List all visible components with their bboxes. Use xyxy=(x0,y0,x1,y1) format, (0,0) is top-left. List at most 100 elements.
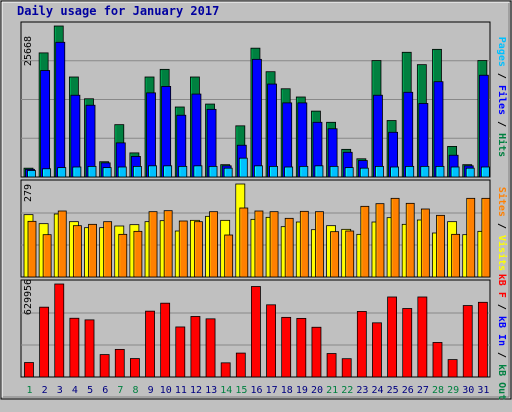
sites-bar-19 xyxy=(299,210,309,278)
kbytes-bar-27 xyxy=(417,296,428,378)
day-label-7: 7 xyxy=(117,385,123,396)
pages-bar-25 xyxy=(390,166,399,178)
kbytes-bar-28 xyxy=(432,342,443,378)
panel3-legend: kB F / kB In / kB Out xyxy=(496,273,507,401)
kbytes-bar-5 xyxy=(84,319,95,378)
panel1-ymax-label: 25668 xyxy=(23,35,34,67)
kbytes-bar-30 xyxy=(462,305,473,378)
pages-bar-20 xyxy=(314,165,324,178)
sites-bar-31 xyxy=(481,197,491,278)
pages-bar-8 xyxy=(133,166,142,178)
legend-pages: Pages xyxy=(496,36,507,67)
pages-bar-11 xyxy=(178,166,188,178)
sites-bar-3 xyxy=(57,210,67,278)
day-label-28: 28 xyxy=(432,385,444,396)
day-label-14: 14 xyxy=(220,385,232,396)
day-label-22: 22 xyxy=(341,385,353,396)
sites-bar-22 xyxy=(345,230,355,278)
page-title: Daily usage for January 2017 xyxy=(17,4,220,18)
sites-bar-17 xyxy=(269,211,279,278)
kbytes-bar-2 xyxy=(39,306,50,378)
pages-bar-9 xyxy=(148,165,157,178)
pages-bar-29 xyxy=(450,166,460,178)
chart-svg: 1 2 3 4 5 6 7 8 9 10 11 12 13 14 15 16 17 18 19 20 21 22 23 24 2… xyxy=(0,0,512,400)
pages-bar-16 xyxy=(254,165,263,178)
kbytes-bar-16 xyxy=(251,286,261,378)
legend-kbin: kB In xyxy=(496,315,507,347)
sites-bar-29 xyxy=(451,233,461,278)
legend-files: Files xyxy=(496,84,507,116)
sites-bar-1 xyxy=(27,220,37,278)
kbytes-bar-9 xyxy=(145,310,155,378)
kbytes-bar-20 xyxy=(311,326,322,378)
kbytes-bar-24 xyxy=(372,322,382,378)
sites-bar-7 xyxy=(118,233,128,278)
pages-bar-22 xyxy=(344,167,354,178)
pages-bar-14 xyxy=(223,167,233,178)
sites-bar-2 xyxy=(42,234,52,278)
legend-kbout: kB Out xyxy=(496,364,507,401)
sites-bar-9 xyxy=(148,211,158,278)
day-label-12: 12 xyxy=(190,385,202,396)
day-label-20: 20 xyxy=(311,385,323,396)
day-label-2: 2 xyxy=(42,385,48,396)
kbytes-bar-22 xyxy=(341,358,352,378)
sites-bar-25 xyxy=(390,197,400,278)
panel3-ymax-label: 629956 xyxy=(23,278,34,316)
pages-bar-31 xyxy=(480,166,490,178)
kbytes-bar-14 xyxy=(220,362,231,378)
sites-bar-6 xyxy=(103,221,113,278)
pages-bar-19 xyxy=(299,166,309,178)
day-label-26: 26 xyxy=(402,385,414,396)
pages-bar-13 xyxy=(208,166,218,178)
day-label-15: 15 xyxy=(235,385,247,396)
kbytes-bar-17 xyxy=(266,304,276,378)
kbytes-bar-23 xyxy=(356,311,367,378)
pages-bar-3 xyxy=(57,167,67,178)
pages-bar-6 xyxy=(102,167,112,178)
day-label-11: 11 xyxy=(175,385,187,396)
sites-bar-5 xyxy=(88,223,97,278)
day-label-27: 27 xyxy=(417,385,429,396)
legend-kbf: kB F xyxy=(496,273,507,298)
sites-bar-8 xyxy=(133,230,143,278)
kbytes-bar-10 xyxy=(160,302,171,378)
kbytes-bar-15 xyxy=(235,352,246,378)
panel2-ymax-label: 279 xyxy=(23,183,34,203)
legend-sites: Sites xyxy=(496,186,507,217)
pages-bar-23 xyxy=(359,167,369,178)
pages-bar-7 xyxy=(117,166,127,178)
day-label-6: 6 xyxy=(102,385,108,396)
day-label-18: 18 xyxy=(281,385,293,396)
kbytes-bar-29 xyxy=(447,359,458,378)
pages-bar-24 xyxy=(375,166,384,178)
day-label-23: 23 xyxy=(356,385,368,396)
day-label-25: 25 xyxy=(387,385,399,396)
pages-bar-28 xyxy=(435,166,445,178)
sites-bar-11 xyxy=(178,220,188,278)
sites-bar-30 xyxy=(466,197,476,278)
pages-bar-1 xyxy=(27,170,36,178)
sites-bar-4 xyxy=(72,225,82,278)
panel1-legend: Pages / Files / Hits xyxy=(496,36,507,158)
kbytes-bar-21 xyxy=(326,353,337,378)
day-label-8: 8 xyxy=(132,385,138,396)
sites-bar-15 xyxy=(239,207,249,278)
kbytes-bar-11 xyxy=(175,326,186,378)
kbytes-bar-18 xyxy=(281,316,292,378)
day-label-29: 29 xyxy=(447,385,459,396)
sites-bar-16 xyxy=(254,210,264,278)
day-label-30: 30 xyxy=(462,385,474,396)
day-label-13: 13 xyxy=(205,385,217,396)
kbytes-bar-6 xyxy=(99,354,110,378)
sites-bar-27 xyxy=(420,208,430,278)
kbytes-bar-8 xyxy=(130,358,140,378)
kbytes-bar-4 xyxy=(69,317,80,378)
day-label-5: 5 xyxy=(87,385,93,396)
day-label-31: 31 xyxy=(477,385,489,396)
pages-bar-17 xyxy=(269,166,278,178)
pages-bar-4 xyxy=(72,166,82,178)
sites-bar-24 xyxy=(375,203,385,278)
pages-bar-12 xyxy=(193,165,203,178)
day-label-24: 24 xyxy=(372,385,384,396)
